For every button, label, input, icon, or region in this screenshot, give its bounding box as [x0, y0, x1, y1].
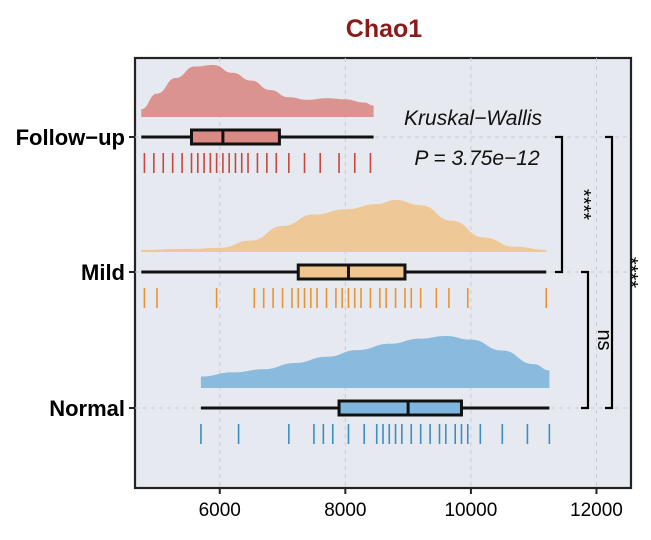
y-tick-label: Mild	[81, 260, 125, 285]
significance-bracket	[581, 270, 590, 410]
group-follow-up	[141, 65, 374, 173]
x-tick-label: 12000	[570, 500, 623, 521]
y-tick-label: Follow−up	[16, 125, 125, 150]
box-iqr	[190, 128, 281, 146]
group-mild	[141, 200, 548, 308]
x-axis: 6000 8000 10000 12000	[199, 488, 623, 521]
significance-brackets: **** ns ****	[555, 135, 641, 410]
density-curve	[141, 200, 547, 252]
significance-bracket	[605, 135, 614, 410]
significance-label: ns	[593, 329, 615, 350]
significance-bracket	[555, 135, 564, 274]
significance-label: ****	[572, 189, 594, 220]
significance-label: ****	[619, 257, 641, 288]
box-iqr	[337, 399, 463, 417]
x-tick-label: 6000	[199, 500, 241, 521]
test-name-annotation: Kruskal−Wallis	[404, 107, 542, 130]
chart-title: Chao1	[346, 15, 423, 43]
density-curve	[141, 65, 374, 117]
group-normal	[200, 336, 551, 444]
p-value-annotation: P = 3.75e−12	[414, 147, 540, 170]
y-axis: Follow−up Mild Normal	[16, 125, 135, 421]
box-iqr	[296, 263, 407, 281]
groups	[141, 65, 551, 444]
density-curve	[200, 336, 550, 388]
x-tick-label: 10000	[444, 500, 497, 521]
y-tick-label: Normal	[49, 396, 125, 421]
x-tick-label: 8000	[324, 500, 366, 521]
